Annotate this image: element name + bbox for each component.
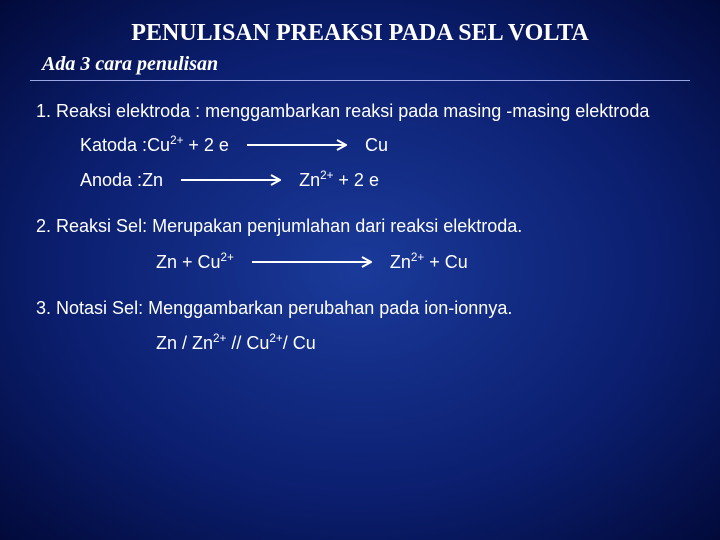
eq-lhs: Zn + Cu2+ [156, 250, 234, 274]
eq-label: Katoda : [80, 133, 147, 157]
eq-rhs: Zn2+ + 2 e [299, 168, 379, 192]
arrow-icon [252, 256, 372, 268]
item-number: 2. [36, 216, 51, 236]
equation-row: Katoda : Cu2+ + 2 e Cu [80, 133, 690, 157]
item-text: Reaksi elektroda : menggambarkan reaksi … [56, 101, 649, 121]
arrow-icon [181, 174, 281, 186]
item-text: Reaksi Sel: Merupakan penjumlahan dari r… [56, 216, 522, 236]
slide-subtitle: Ada 3 cara penulisan [42, 53, 690, 76]
eq-rhs: Cu [365, 133, 388, 157]
notation-line: Zn / Zn2+ // Cu2+/ Cu [156, 331, 690, 355]
item-number: 3. [36, 298, 51, 318]
divider [30, 80, 690, 81]
slide-title: PENULISAN PREAKSI PADA SEL VOLTA [30, 20, 690, 47]
item-number: 1. [36, 101, 51, 121]
eq-rhs: Zn2+ + Cu [390, 250, 468, 274]
eq-lhs: Cu2+ + 2 e [147, 133, 229, 157]
list-item: 1. Reaksi elektroda : menggambarkan reak… [36, 99, 690, 192]
equation-row: Zn + Cu2+ Zn2+ + Cu [156, 250, 690, 274]
list-item: 2. Reaksi Sel: Merupakan penjumlahan dar… [36, 214, 690, 275]
eq-label: Anoda : [80, 168, 142, 192]
equation-row: Anoda : Zn Zn2+ + 2 e [80, 168, 690, 192]
list-item: 3. Notasi Sel: Menggambarkan perubahan p… [36, 296, 690, 355]
item-text: Notasi Sel: Menggambarkan perubahan pada… [56, 298, 512, 318]
eq-lhs: Zn [142, 168, 163, 192]
arrow-icon [247, 139, 347, 151]
